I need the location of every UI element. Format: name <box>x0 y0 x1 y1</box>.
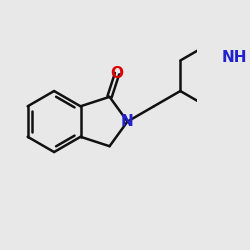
Text: NH: NH <box>222 50 247 65</box>
Text: N: N <box>121 114 134 129</box>
Text: O: O <box>110 66 124 81</box>
